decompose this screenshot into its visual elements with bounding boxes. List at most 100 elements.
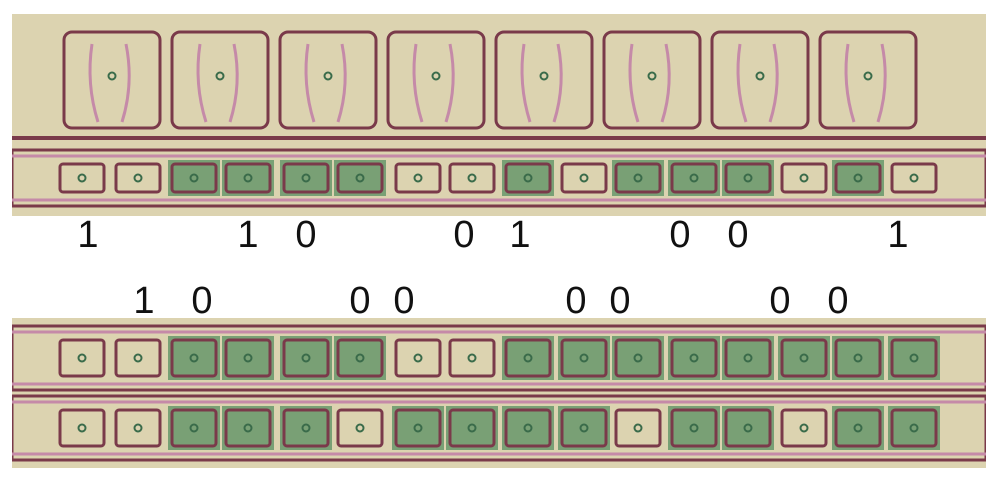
contact-via [133,353,143,363]
gate-finger [628,43,640,123]
gate-finger [876,43,887,123]
cell-outline [560,162,608,194]
cell-outline [224,338,272,378]
transistor-cell-outline [170,30,270,130]
cell-outline [614,408,662,448]
diffusion-block [668,336,720,380]
contact-via [77,423,87,433]
diffusion-block [502,160,554,196]
diffusion-block [832,336,884,380]
cell-outline [448,338,496,378]
contact-via [579,353,589,363]
transistor-cell-outline [818,30,918,130]
bit-label: 0 [609,280,631,322]
contact-via [909,173,919,183]
contact-via [853,423,863,433]
contact-via [243,173,253,183]
cell-outline [560,338,608,378]
bit-label: 0 [295,214,317,256]
contact-via [301,423,311,433]
cell-outline [448,162,496,194]
contact-via [539,71,549,81]
transistor-cell-outline [386,30,486,130]
diffusion-block [612,160,664,196]
cell-outline [448,408,496,448]
contact-via [413,353,423,363]
diffusion-block [558,336,610,380]
diffusion-block [502,336,554,380]
cell-outline [504,162,552,194]
contact-via [689,423,699,433]
bit-label-row-1: 1 1 0 0 1 0 0 1 [0,210,1000,260]
contact-via [243,353,253,363]
transistor-cell-outline [494,30,594,130]
cell-outline [780,408,828,448]
cell-outline [170,338,218,378]
contact-via [467,423,477,433]
contact-via [523,353,533,363]
diffusion-block [280,336,332,380]
contact-via [355,173,365,183]
diffusion-block [888,406,940,450]
gate-finger [304,43,316,123]
bit-label: 0 [191,280,213,322]
rom-die-photo-bottom [12,318,986,468]
cell-outline [114,338,162,378]
cell-outline [58,408,106,448]
gate-finger [196,43,208,123]
contact-via [863,71,873,81]
diffusion-block [280,160,332,196]
gate-finger [228,43,239,123]
cell-outline [780,162,828,194]
rom-die-photo-top [12,14,986,216]
cell-outline [780,338,828,378]
cell-outline [834,408,882,448]
bit-label: 0 [669,214,691,256]
contact-via [431,71,441,81]
contact-via [799,423,809,433]
cell-outline [670,338,718,378]
cell-outline [504,408,552,448]
contact-via [799,353,809,363]
cell-outline [394,338,442,378]
cell-outline [890,162,938,194]
gate-finger [444,43,455,123]
transistor-cell-outline [62,30,162,130]
contact-via [133,423,143,433]
gate-finger [336,43,347,123]
contact-via [743,173,753,183]
bit-label: 0 [769,280,791,322]
contact-via [909,423,919,433]
cell-outline [170,408,218,448]
contact-via [413,173,423,183]
diffusion-block [222,406,274,450]
gate-finger [120,43,131,123]
contact-via [189,353,199,363]
contact-via [633,173,643,183]
row-outline [12,324,986,392]
contact-via [755,71,765,81]
cell-outline [394,162,442,194]
diffusion-block [558,406,610,450]
cell-outline [170,162,218,194]
cell-outline [724,162,772,194]
rom-die-svg-top [12,30,986,208]
diffusion-block [832,160,884,196]
contact-via [633,353,643,363]
cell-outline [394,408,442,448]
cell-outline [336,408,384,448]
contact-via [523,173,533,183]
contact-via [523,423,533,433]
bit-label: 0 [393,280,415,322]
contact-via [189,173,199,183]
contact-via [689,353,699,363]
diffusion-block [280,406,332,450]
bit-label: 1 [509,214,531,256]
contact-via [301,353,311,363]
diffusion-block [722,406,774,450]
diffusion-block [222,336,274,380]
bit-label: 0 [727,214,749,256]
contact-via [853,353,863,363]
diffusion-block [888,336,940,380]
bit-label-row-2: 1 0 0 0 0 0 0 0 [0,276,1000,326]
